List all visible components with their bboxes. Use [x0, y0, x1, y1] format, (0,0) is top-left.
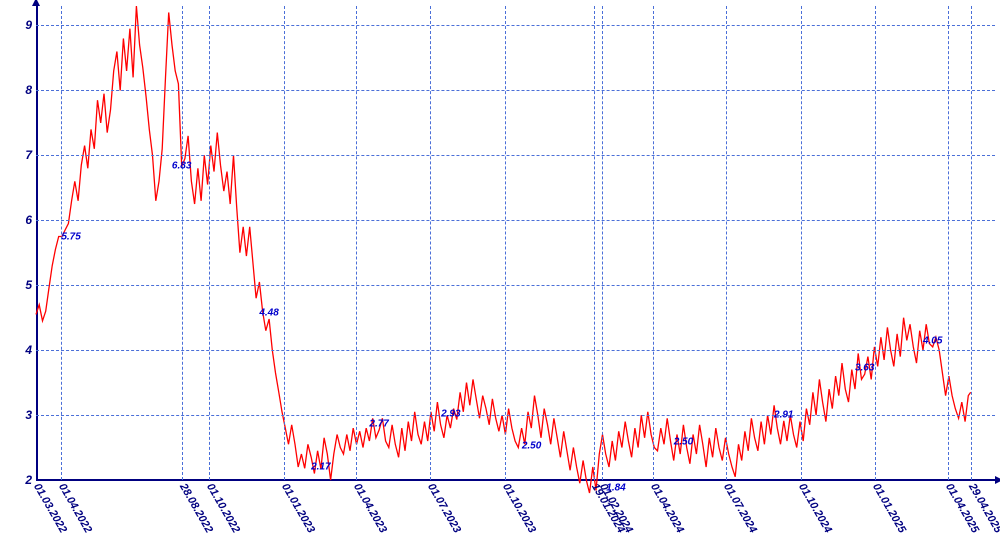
x-tick-label: 01.01.2023 [279, 481, 317, 535]
y-gridline [36, 285, 995, 286]
y-tick-label: 9 [25, 18, 36, 32]
y-gridline [36, 25, 995, 26]
y-tick-label: 8 [25, 83, 36, 97]
x-gridline [284, 6, 285, 480]
x-gridline [726, 6, 727, 480]
series-line [36, 6, 995, 480]
y-tick-label: 3 [25, 408, 36, 422]
y-gridline [36, 415, 995, 416]
x-tick-label: 01.04.2023 [352, 481, 390, 535]
x-gridline [356, 6, 357, 480]
x-tick-label: 01.07.2023 [425, 481, 463, 535]
y-gridline [36, 155, 995, 156]
y-gridline [36, 220, 995, 221]
x-tick-label: 01.04.2024 [648, 481, 686, 535]
x-gridline [971, 6, 972, 480]
x-gridline [801, 6, 802, 480]
x-gridline [430, 6, 431, 480]
y-tick-label: 5 [25, 278, 36, 292]
x-gridline [875, 6, 876, 480]
x-tick-label: 01.10.2024 [796, 481, 834, 535]
x-tick-label: 01.10.2023 [500, 481, 538, 535]
x-gridline [948, 6, 949, 480]
y-tick-label: 7 [25, 148, 36, 162]
x-axis-arrow-icon [995, 476, 1000, 484]
x-gridline [653, 6, 654, 480]
x-gridline [209, 6, 210, 480]
y-gridline [36, 90, 995, 91]
x-gridline [182, 6, 183, 480]
y-gridline [36, 350, 995, 351]
price-chart: 2345678901.03.202201.04.202228.08.202201… [0, 0, 1000, 550]
y-tick-label: 6 [25, 213, 36, 227]
x-gridline [602, 6, 603, 480]
x-gridline [61, 6, 62, 480]
y-tick-label: 4 [25, 343, 36, 357]
x-gridline [594, 6, 595, 480]
x-gridline [505, 6, 506, 480]
x-tick-label: 01.07.2024 [721, 481, 759, 535]
x-tick-label: 01.01.2025 [870, 481, 908, 535]
plot-area: 2345678901.03.202201.04.202228.08.202201… [36, 6, 995, 480]
